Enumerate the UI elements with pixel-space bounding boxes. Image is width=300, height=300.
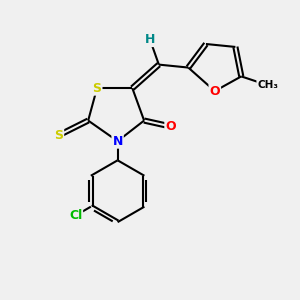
Text: H: H	[145, 33, 155, 46]
Text: S: S	[92, 82, 101, 95]
Text: Cl: Cl	[69, 209, 82, 222]
Text: CH₃: CH₃	[257, 80, 278, 90]
Text: S: S	[54, 129, 63, 142]
Text: O: O	[165, 120, 176, 133]
Text: O: O	[209, 85, 220, 98]
Text: N: N	[112, 135, 123, 148]
